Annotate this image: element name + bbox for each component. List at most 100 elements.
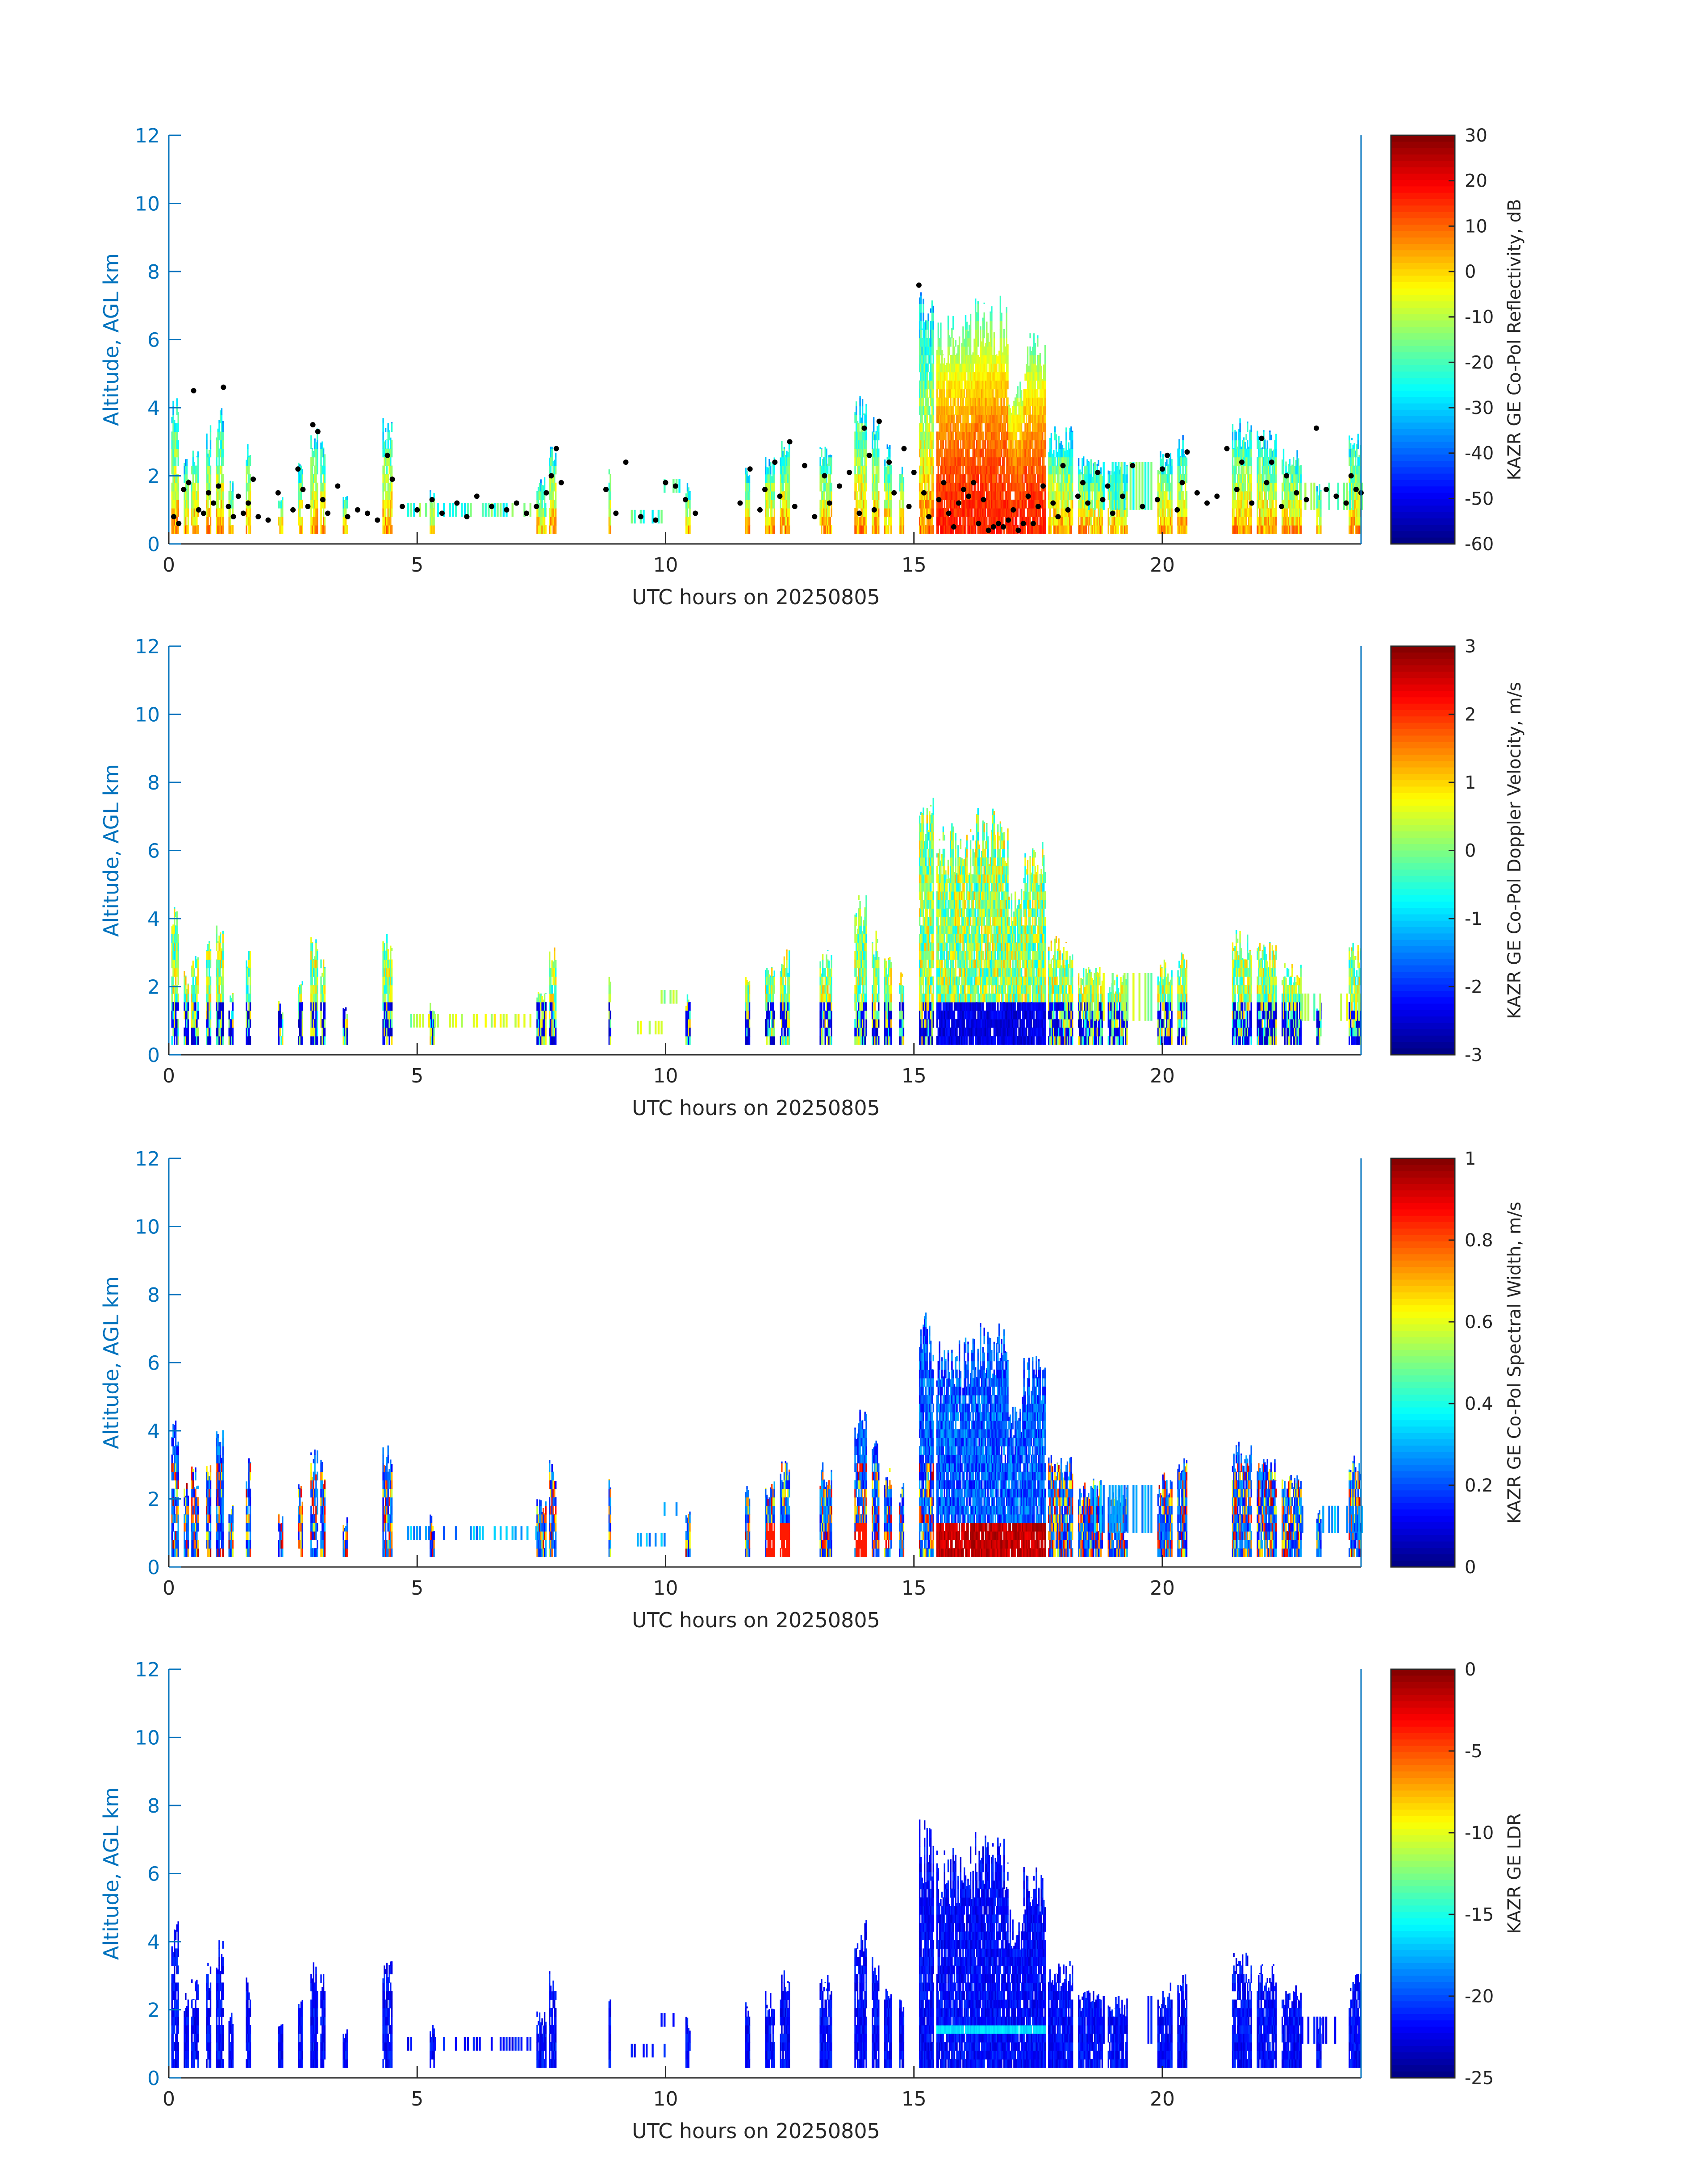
echo-cell [207,517,209,526]
echo-cell [688,487,689,491]
echo-cell [250,455,251,457]
echo-cell [1150,462,1152,510]
echo-cell [282,508,283,517]
cloud-base-point [246,501,251,506]
echo-cell [765,457,766,466]
echo-cell [195,483,196,492]
echo-cell [940,338,941,347]
echo-cell [856,406,857,415]
colorbar-swatch [1391,244,1455,251]
echo-cell [388,474,389,483]
echo-cell [247,444,248,449]
echo-cell [317,483,318,492]
echo-cell [1007,355,1008,364]
echo-cell [206,440,207,449]
echo-cell [1065,431,1067,440]
echo-cell [1044,414,1046,423]
echo-cell [781,525,782,534]
echo-cell [784,447,785,449]
y-tick-label: 8 [147,261,160,284]
cloud-base-point [902,446,907,451]
echo-cell [1233,508,1235,517]
echo-cell [1186,508,1187,517]
echo-cell [210,483,211,492]
echo-cell [965,474,966,483]
echo-cell [933,431,934,440]
echo-cell [789,500,790,509]
echo-cell [222,500,224,509]
echo-cell [1003,466,1005,475]
echo-cell [954,414,955,423]
echo-cell [862,457,863,466]
echo-cell [1024,525,1026,534]
echo-cell [430,490,431,491]
cloud-base-point [201,510,206,516]
echo-cell [651,510,653,524]
echo-cell [178,412,179,415]
echo-cell [1356,449,1357,458]
echo-cell [347,496,348,500]
cloud-base-point [430,497,435,502]
echo-cell [831,457,832,466]
echo-cell [207,500,209,509]
echo-cell [774,500,775,509]
colorbar-swatch [1391,391,1455,397]
echo-cell [938,525,939,534]
colorbar-swatch [1391,186,1455,193]
cloud-base-point [1174,507,1180,513]
echo-cell [976,347,977,355]
echo-cell [996,474,997,483]
echo-cell [946,372,948,381]
cloud-base-point [1353,487,1359,492]
cloud-base-point [1080,480,1086,485]
echo-cell [865,431,867,440]
echo-cell [857,491,858,500]
echo-cell [1044,466,1046,475]
echo-cell [1126,508,1128,517]
echo-cell [1002,517,1003,526]
echo-cell [962,466,964,475]
colorbar-swatch [1391,525,1455,531]
cloud-base-point [534,504,539,509]
colorbar-tick-label: -60 [1465,534,1494,555]
echo-cell [1126,483,1128,492]
echo-cell [959,355,960,364]
echo-cell [197,525,199,534]
echo-cell [1016,517,1017,526]
echo-cell [1296,450,1298,457]
echo-cell [933,338,934,347]
echo-cell [1126,465,1128,466]
echo-cell [246,491,247,500]
echo-cell [1000,296,1001,304]
cloud-base-point [911,470,917,475]
echo-cell [1236,466,1237,475]
echo-cell [938,440,939,449]
echo-cell [1141,462,1143,510]
echo-cell [1343,483,1345,510]
echo-cell [1005,483,1006,492]
colorbar-swatch [1391,301,1455,308]
echo-cell [555,500,556,509]
echo-cell [966,322,968,330]
echo-cell [660,510,662,524]
echo-cell [555,508,556,517]
echo-cell [923,397,924,406]
cloud-base-point [1194,490,1200,496]
echo-cell [544,483,545,492]
echo-cell [1040,355,1041,364]
echo-cell [991,313,992,322]
colorbar-swatch [1391,455,1455,461]
cloud-base-point [1304,497,1309,502]
cloud-base-point [757,507,763,513]
echo-cell [1244,474,1246,483]
echo-cell [1316,486,1318,492]
echo-cell [210,440,211,449]
cloud-base-point [1015,528,1021,533]
colorbar-swatch [1391,205,1455,212]
cloud-base-point [355,507,360,513]
echo-cell [390,438,391,440]
echo-cell [248,466,250,475]
colorbar-swatch [1391,282,1455,289]
cloud-base-point [1204,501,1210,506]
